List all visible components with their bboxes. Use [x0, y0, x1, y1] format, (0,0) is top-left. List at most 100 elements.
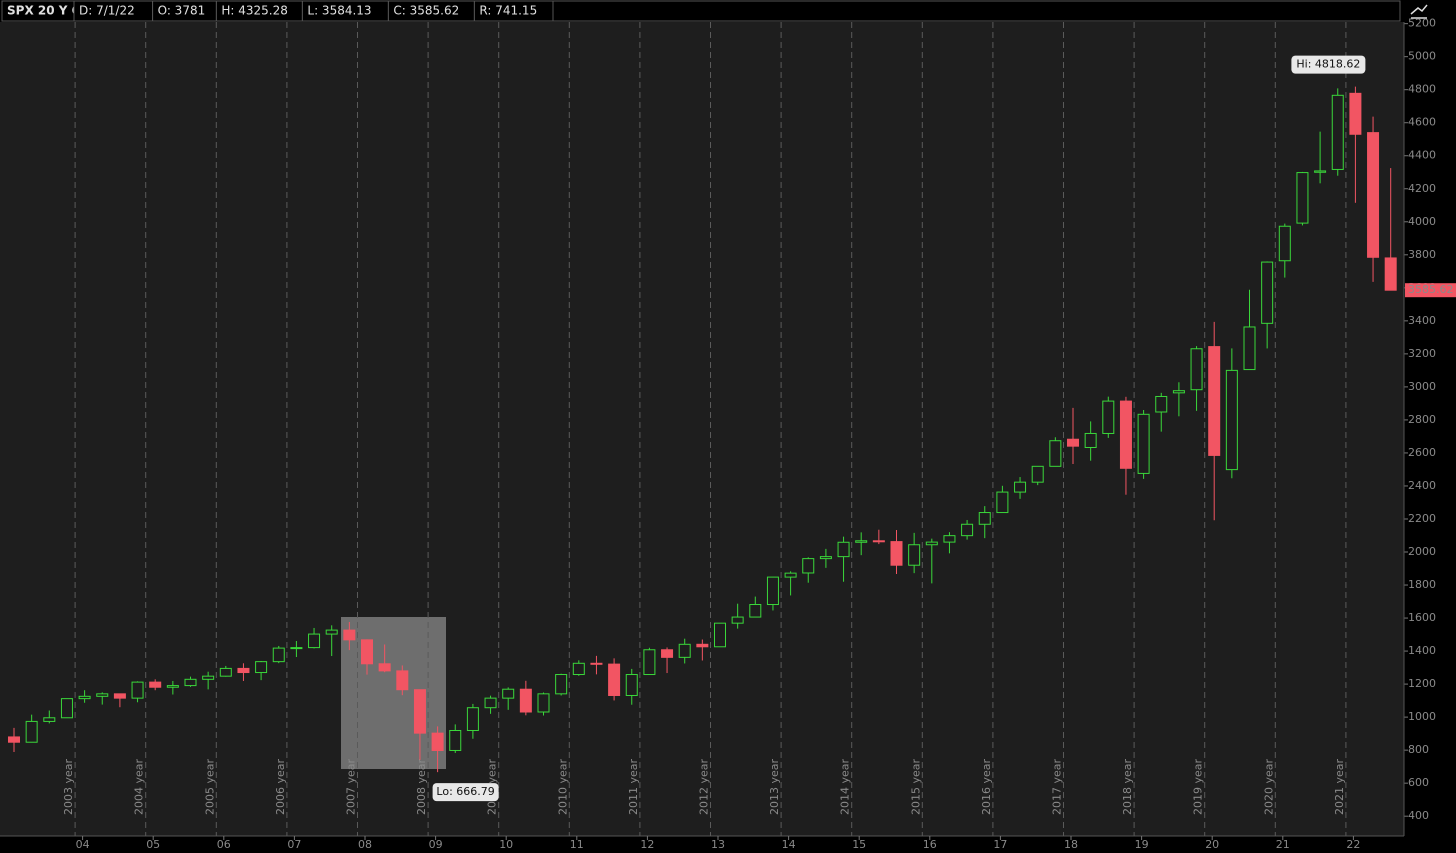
candle-body — [1384, 257, 1397, 291]
x-tick-label: 17 — [993, 838, 1007, 851]
y-tick-label: 2800 — [1408, 413, 1436, 426]
x-tick-label: 16 — [923, 838, 937, 851]
candle-body — [537, 693, 550, 713]
candle-body — [1243, 326, 1256, 371]
candle-body — [413, 689, 426, 734]
candle-body — [1102, 400, 1115, 434]
y-tick-label: 1600 — [1408, 611, 1436, 624]
candle-body — [202, 675, 215, 680]
chart-title: SPX 20 Y Q — [7, 4, 82, 18]
candle-body — [766, 576, 779, 606]
candle-body — [1261, 261, 1274, 324]
candle-body — [1190, 348, 1203, 391]
candle-body — [819, 556, 832, 560]
candle-body — [60, 698, 73, 719]
candle-body — [1331, 94, 1344, 170]
candle-body — [1119, 400, 1132, 469]
y-tick-label: 3400 — [1408, 314, 1436, 327]
candle-body — [131, 681, 144, 699]
candle-body — [1349, 92, 1362, 135]
candle-body — [431, 732, 444, 751]
y-tick-label: 2200 — [1408, 512, 1436, 525]
candle-body — [378, 663, 391, 672]
candle-body — [519, 688, 532, 713]
plot-area — [0, 22, 1404, 836]
selection-box — [341, 617, 446, 769]
last-price: 3585.62 — [1408, 283, 1454, 296]
candle-body — [1172, 390, 1185, 394]
candle-body — [872, 540, 885, 543]
period-label: 2011 year — [627, 758, 640, 815]
candle-body — [696, 643, 709, 648]
candle-body — [855, 540, 868, 543]
period-label: 2014 year — [839, 758, 852, 815]
candle-body — [978, 512, 991, 525]
x-tick-label: 21 — [1276, 838, 1290, 851]
candle-body — [890, 541, 903, 566]
candle-body — [502, 688, 515, 699]
candle-body — [625, 674, 638, 696]
y-tick-label: 600 — [1408, 776, 1429, 789]
candle-body — [1208, 346, 1221, 456]
period-label: 2020 year — [1262, 758, 1275, 815]
period-label: 2013 year — [768, 758, 781, 815]
candle-body — [466, 707, 479, 731]
candle-body — [555, 674, 568, 695]
x-tick-label: 18 — [1064, 838, 1078, 851]
y-tick-label: 4800 — [1408, 83, 1436, 96]
header-field: H: 4325.28 — [221, 4, 288, 18]
period-label: 2010 year — [556, 758, 569, 815]
y-tick-label: 4600 — [1408, 116, 1436, 129]
candle-body — [449, 729, 462, 751]
period-label: 2015 year — [909, 758, 922, 815]
candle-body — [784, 572, 797, 578]
x-tick-label: 04 — [76, 838, 90, 851]
candle-body — [1278, 225, 1291, 262]
candle-body — [43, 717, 56, 722]
candle-body — [996, 491, 1009, 514]
x-tick-label: 07 — [287, 838, 301, 851]
x-tick-label: 05 — [146, 838, 160, 851]
y-tick-label: 4200 — [1408, 182, 1436, 195]
candle-body — [1137, 413, 1150, 474]
candle-body — [8, 736, 20, 743]
period-label: 2021 year — [1333, 758, 1346, 815]
candle-body — [308, 633, 321, 649]
y-tick-label: 4400 — [1408, 149, 1436, 162]
low-label-bg — [432, 783, 499, 802]
x-tick-label: 06 — [217, 838, 231, 851]
candle-body — [643, 649, 656, 676]
candle-body — [343, 629, 356, 641]
candle-body — [149, 681, 162, 688]
y-tick-label: 3200 — [1408, 347, 1436, 360]
y-tick-label: 800 — [1408, 743, 1429, 756]
candle-body — [749, 604, 762, 618]
high-label-bg — [1291, 55, 1366, 74]
candle-body — [325, 629, 338, 635]
candle-body — [113, 693, 126, 699]
candle-body — [361, 639, 373, 665]
header-field: C: 3585.62 — [393, 4, 459, 18]
period-label: 2019 year — [1192, 758, 1205, 815]
x-tick-label: 22 — [1346, 838, 1360, 851]
candle-body — [396, 670, 409, 691]
candle-body — [484, 697, 497, 709]
period-label: 2004 year — [133, 758, 146, 815]
header-field: L: 3584.13 — [307, 4, 371, 18]
candle-body — [219, 667, 232, 677]
y-tick-label: 2600 — [1408, 446, 1436, 459]
low-label: Lo: 666.79 — [436, 785, 494, 798]
drawing-icon[interactable] — [1410, 4, 1428, 19]
y-tick-label: 3000 — [1408, 380, 1436, 393]
candle-body — [78, 695, 91, 700]
period-label: 2012 year — [698, 758, 711, 815]
candle-body — [1314, 170, 1327, 173]
x-tick-label: 13 — [711, 838, 725, 851]
candle-body — [166, 685, 179, 688]
candle-body — [237, 667, 250, 674]
period-label: 2008 year — [415, 758, 428, 815]
header-field: O: 3781 — [158, 4, 206, 18]
y-tick-label: 3800 — [1408, 248, 1436, 261]
candle-body — [1084, 432, 1097, 448]
